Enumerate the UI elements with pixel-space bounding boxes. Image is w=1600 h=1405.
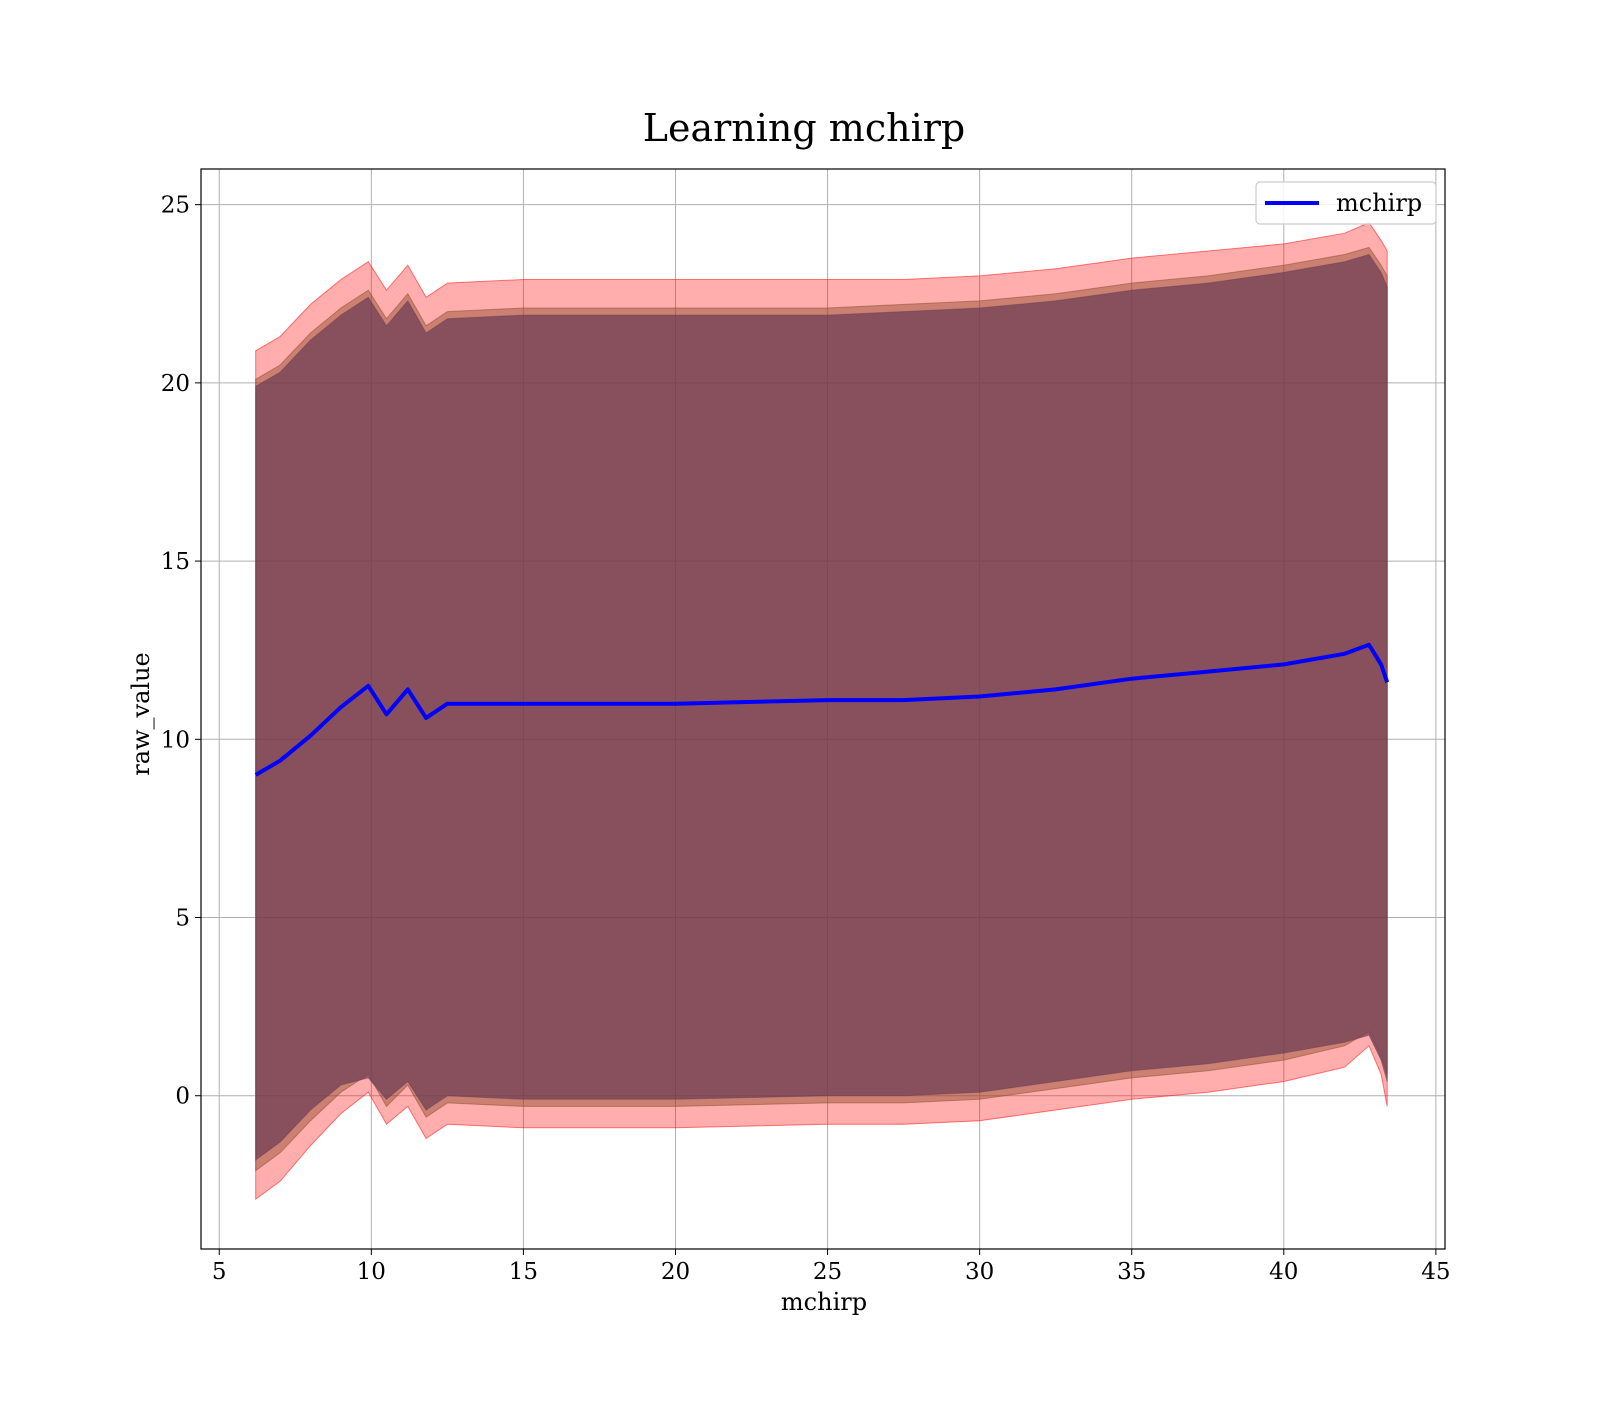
y-tick-label: 5 [175, 906, 190, 932]
y-tick-label: 25 [161, 193, 190, 219]
x-tick-label: 20 [661, 1259, 690, 1285]
y-axis-label: raw_value [127, 652, 155, 776]
x-axis-label: mchirp [781, 1288, 867, 1316]
y-tick-label: 20 [161, 371, 190, 397]
x-tick-label: 40 [1269, 1259, 1298, 1285]
y-tick-label: 0 [175, 1084, 190, 1110]
series-lines [254, 642, 1390, 777]
x-tick-label: 5 [212, 1259, 227, 1285]
legend-box [1255, 181, 1437, 225]
x-tick-label: 45 [1421, 1259, 1450, 1285]
legend: mchirp [1255, 181, 1437, 225]
x-tick-label: 30 [965, 1259, 994, 1285]
bands [255, 221, 1388, 1201]
x-tick-label: 10 [357, 1259, 386, 1285]
legend-label: mchirp [1336, 189, 1422, 217]
x-tick-label: 15 [509, 1259, 538, 1285]
y-tick-label: 15 [161, 549, 190, 575]
x-tick-label: 35 [1117, 1259, 1146, 1285]
confidence-band [255, 253, 1388, 1161]
chart-title: Learning mchirp [643, 106, 965, 150]
ticks: 5 10 15 20 25 30 35 40 45 0 5 10 15 20 25 [161, 193, 1451, 1285]
y-tick-label: 10 [161, 727, 190, 753]
series-line-mchirp [254, 642, 1390, 777]
plot-frame [200, 168, 1446, 1250]
x-tick-label: 25 [813, 1259, 842, 1285]
